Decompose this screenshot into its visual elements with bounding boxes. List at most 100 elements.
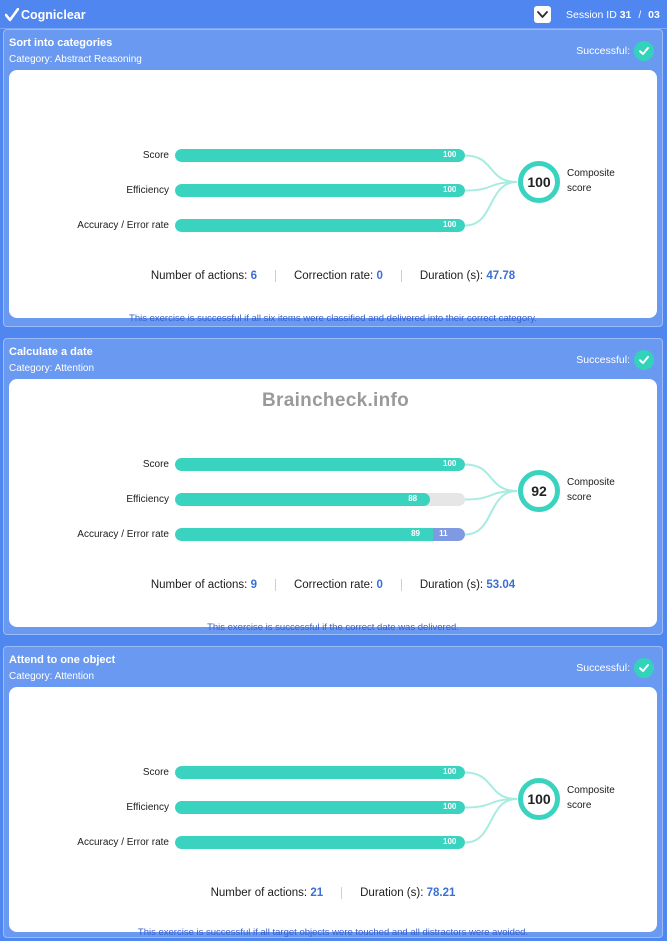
- stat-label: Duration (s):: [360, 887, 424, 899]
- exercise-title: Sort into categories: [9, 37, 113, 49]
- stat-label: Duration (s):: [419, 579, 484, 591]
- status-indicator: Successful:: [576, 41, 654, 61]
- metric-label: Accuracy / Error rate: [77, 529, 169, 540]
- stat-label: Number of actions:: [150, 579, 248, 591]
- brand-logo: Cogniclear: [5, 7, 86, 23]
- stat-item: Duration (s): 53.04: [400, 579, 533, 591]
- exercise-card: Score 100 Efficiency 88 Accuracy / Error rat…: [9, 379, 657, 633]
- exercise-stats: Number of actions: 21 Duration (s): 78.21: [9, 887, 657, 899]
- composite-label-line1: Composite: [567, 168, 615, 179]
- success-criteria-note: This exercise is successful if all six i…: [129, 313, 537, 324]
- status-label: Successful:: [576, 45, 630, 57]
- stat-label: Correction rate:: [293, 270, 374, 282]
- stat-item: Duration (s): 78.21: [341, 887, 473, 899]
- metric-bar-fill: [175, 493, 431, 506]
- connector-lines: [464, 463, 518, 536]
- composite-label-line2: score: [567, 183, 592, 194]
- composite-score-label: Composite score: [567, 783, 627, 813]
- metric-bar-fill: [175, 836, 465, 849]
- status-indicator: Successful:: [576, 658, 654, 678]
- menu-button[interactable]: [534, 6, 551, 23]
- check-circle-icon: [634, 41, 654, 61]
- connector-lines: [464, 771, 518, 844]
- metric-label: Efficiency: [126, 494, 169, 505]
- metric-value: 100: [443, 150, 457, 159]
- metric-value: 100: [443, 767, 457, 776]
- stat-value: 0: [376, 579, 383, 591]
- connector-curve: [464, 181, 518, 227]
- stat-label: Number of actions:: [210, 887, 308, 899]
- metric-bar-fill: [175, 528, 434, 541]
- metric-label: Score: [142, 767, 169, 778]
- metric-value: 100: [443, 459, 457, 468]
- stat-value: 53.04: [486, 579, 516, 591]
- metric-bar: 100: [175, 836, 465, 849]
- stat-item: Number of actions: 6: [133, 270, 275, 282]
- check-circle-icon: [634, 658, 654, 678]
- composite-label-line2: score: [567, 800, 592, 811]
- exercise-panel: Attend to one object Category: Attention…: [3, 646, 663, 938]
- status-label: Successful:: [576, 662, 630, 674]
- metric-bar: 100: [175, 458, 465, 471]
- composite-score-ring: 92: [518, 470, 560, 512]
- session-total: 03: [648, 9, 660, 21]
- success-criteria-note: This exercise is successful if all targe…: [137, 927, 529, 938]
- stat-label: Correction rate:: [293, 579, 374, 591]
- metric-bar-fill: [175, 766, 465, 779]
- exercise-card: Score 100 Efficiency 100 Accuracy / Error ra…: [9, 70, 657, 324]
- stat-item: Number of actions: 9: [133, 579, 275, 591]
- exercise-title: Calculate a date: [9, 346, 93, 358]
- metric-bar: 100: [175, 219, 465, 232]
- session-separator: /: [638, 9, 642, 21]
- exercise-category: Category: Abstract Reasoning: [9, 54, 142, 65]
- status-indicator: Successful:: [576, 350, 654, 370]
- composite-label-line1: Composite: [567, 477, 615, 488]
- metric-bar-fill: [175, 801, 465, 814]
- metric-bar-fill: [175, 219, 465, 232]
- check-logo-icon: [5, 8, 19, 22]
- exercise-panel: Sort into categories Category: Abstract …: [3, 29, 663, 327]
- brand-name: Cogniclear: [21, 8, 86, 22]
- metric-value: 100: [443, 185, 457, 194]
- metric-bar: 100: [175, 184, 465, 197]
- connector-curve: [464, 490, 518, 536]
- metric-bar-fill: [175, 458, 465, 471]
- session-indicator: Session ID 31 / 03: [566, 9, 660, 21]
- metric-label: Accuracy / Error rate: [77, 220, 169, 231]
- metric-label: Score: [142, 150, 169, 161]
- metric-label: Efficiency: [126, 802, 169, 813]
- connector-curve: [464, 771, 518, 800]
- metric-bar: 100: [175, 766, 465, 779]
- exercise-panel: Calculate a date Category: Attention Suc…: [3, 338, 663, 635]
- composite-score-label: Composite score: [567, 475, 627, 505]
- exercise-title: Attend to one object: [9, 654, 116, 666]
- metric-bar: 88: [175, 493, 465, 506]
- metric-bar: 89 11: [175, 528, 465, 541]
- session-id: 31: [619, 9, 632, 21]
- metric-bar: 100: [175, 801, 465, 814]
- composite-score-ring: 100: [518, 778, 560, 820]
- exercise-stats: Number of actions: 6 Correction rate: 0 Du…: [9, 270, 657, 282]
- stat-value: 21: [310, 887, 324, 899]
- metric-value: 100: [443, 837, 457, 846]
- exercise-stats: Number of actions: 9 Correction rate: 0 Du…: [9, 579, 657, 591]
- metric-bar-fill: [175, 149, 465, 162]
- exercise-category: Category: Attention: [9, 363, 95, 374]
- stat-value: 78.21: [426, 887, 456, 899]
- metric-value: 100: [443, 220, 457, 229]
- stat-item: Correction rate: 0: [274, 579, 401, 591]
- stat-item: Duration (s): 47.78: [400, 270, 533, 282]
- check-circle-icon: [634, 350, 654, 370]
- connector-curve: [464, 463, 518, 492]
- exercise-category: Category: Attention: [9, 671, 95, 682]
- metric-value: 100: [443, 802, 457, 811]
- top-bar: Cogniclear Session ID 31 / 03: [0, 0, 667, 29]
- watermark: Braincheck.info: [262, 390, 410, 411]
- composite-score-label: Composite score: [567, 166, 627, 196]
- session-label: Session ID: [566, 9, 617, 21]
- metric-label: Accuracy / Error rate: [77, 837, 169, 848]
- metric-bar-error: [433, 528, 465, 541]
- composite-score-ring: 100: [518, 161, 560, 203]
- stat-label: Duration (s):: [419, 270, 484, 282]
- metric-bar: 100: [175, 149, 465, 162]
